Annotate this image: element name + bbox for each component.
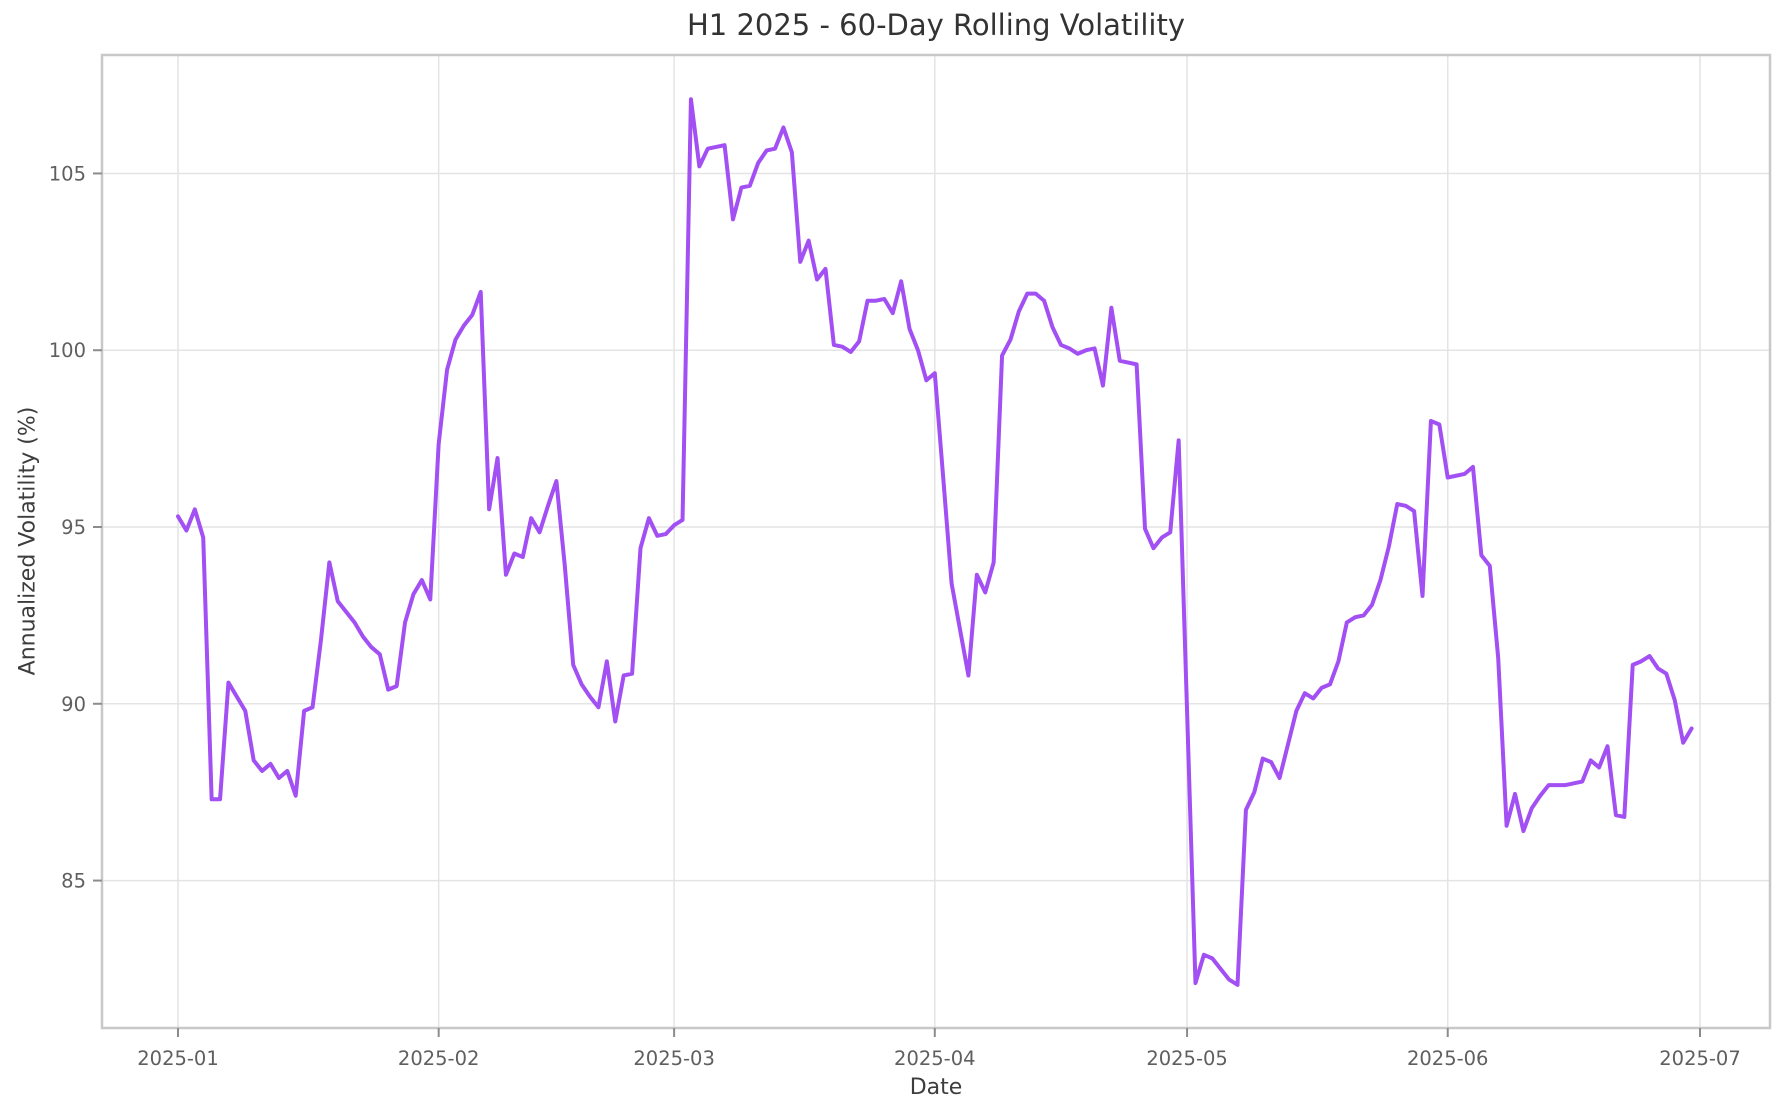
y-tick-label: 100 [49, 339, 86, 362]
y-tick-label: 105 [49, 162, 86, 185]
volatility-line-series [176, 97, 1694, 987]
x-tick-label: 2025-03 [633, 1047, 714, 1070]
y-tick-label: 95 [61, 516, 86, 539]
y-axis-label: Annualized Volatility (%) [15, 406, 41, 676]
y-tick-label: 85 [61, 870, 86, 893]
x-axis-label: Date [909, 1075, 963, 1100]
x-tick-label: 2025-07 [1659, 1047, 1740, 1070]
x-tick-label: 2025-02 [398, 1047, 479, 1070]
axes-spines [100, 53, 1772, 1030]
y-tick-label: 90 [61, 693, 86, 716]
x-tick-label: 2025-01 [137, 1047, 218, 1070]
chart-title: H1 2025 - 60-Day Rolling Volatility [686, 8, 1186, 42]
x-tick-label: 2025-06 [1407, 1047, 1488, 1070]
x-tick-label: 2025-05 [1146, 1047, 1227, 1070]
x-tick-label: 2025-04 [894, 1047, 975, 1070]
